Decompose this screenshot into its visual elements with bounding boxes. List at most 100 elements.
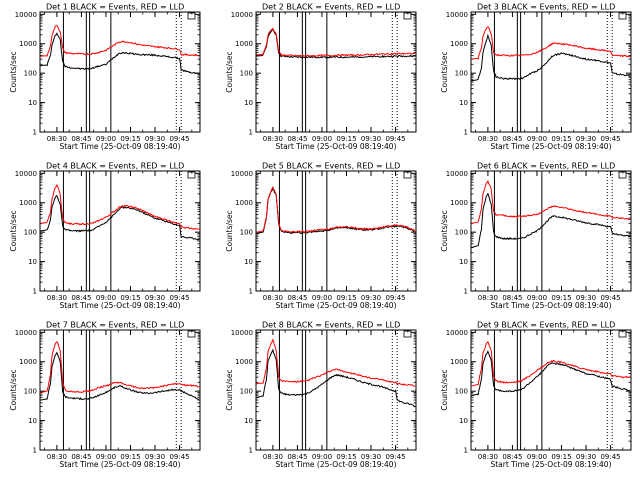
x-axis-label: Start Time (25-Oct-09 08:19:40): [59, 142, 180, 151]
y-tick-label: 10: [244, 99, 253, 107]
series-line-lld: [471, 179, 631, 224]
y-tick-label: 1: [464, 447, 468, 455]
plot-frame: [255, 170, 417, 292]
y-tick-label: 1: [33, 129, 37, 137]
y-tick-label: 1000: [450, 40, 468, 48]
panel-title: Det 7 BLACK = Events, RED = LLD: [46, 321, 184, 330]
x-tick-label: 08:45: [71, 453, 91, 461]
y-tick-label: 10: [28, 417, 37, 425]
x-tick-label: 09:15: [120, 294, 140, 302]
y-tick-label: 1: [249, 129, 253, 137]
x-axis-label: Start Time (25-Oct-09 08:19:40): [490, 142, 611, 151]
x-tick-label: 08:45: [71, 294, 91, 302]
panel-det-5: Det 5 BLACK = Events, RED = LLD 1 10 100 100…: [225, 162, 417, 310]
y-tick-label: 1000: [450, 199, 468, 207]
x-tick-label: 09:00: [96, 453, 116, 461]
x-tick-label: 09:30: [361, 294, 381, 302]
x-tick-label: 09:00: [312, 135, 332, 143]
y-tick-label: 10: [459, 417, 468, 425]
x-tick-label: 08:30: [47, 135, 67, 143]
series-line-lld: [40, 341, 200, 393]
y-tick-label: 10000: [231, 329, 253, 337]
x-tick-label: 08:45: [502, 294, 522, 302]
plot-frame: [39, 170, 201, 292]
y-tick-label: 1: [464, 288, 468, 296]
x-axis-label: Start Time (25-Oct-09 08:19:40): [275, 301, 396, 310]
x-tick-label: 09:15: [120, 135, 140, 143]
y-tick-label: 1000: [19, 358, 37, 366]
x-tick-label: 09:15: [551, 135, 571, 143]
x-tick-label: 09:45: [385, 135, 405, 143]
panel-det-9: Det 9 BLACK = Events, RED = LLD 1 10 100 100…: [440, 321, 632, 469]
y-tick-label: 10000: [231, 11, 253, 19]
series-line-lld: [40, 183, 200, 231]
y-tick-label: 1000: [235, 199, 253, 207]
x-tick-label: 09:00: [527, 294, 547, 302]
x-tick-label: 09:30: [576, 453, 596, 461]
x-tick-label: 09:00: [527, 135, 547, 143]
panel-title: Det 9 BLACK = Events, RED = LLD: [477, 321, 615, 330]
y-tick-label: 10000: [231, 170, 253, 178]
series-line-events: [256, 348, 416, 408]
x-tick-label: 08:30: [263, 294, 283, 302]
y-tick-label: 10000: [446, 11, 468, 19]
x-tick-label: 08:30: [47, 294, 67, 302]
y-axis-label: Counts/sec: [440, 369, 449, 410]
series-line-lld: [471, 26, 631, 60]
y-tick-label: 10: [244, 258, 253, 266]
y-tick-label: 1: [464, 129, 468, 137]
y-axis-label: Counts/sec: [440, 51, 449, 92]
y-tick-label: 10000: [15, 170, 37, 178]
panel-det-4: Det 4 BLACK = Events, RED = LLD 1 10 100 100…: [9, 162, 201, 310]
y-tick-label: 1000: [450, 358, 468, 366]
y-tick-label: 1000: [235, 358, 253, 366]
y-axis-label: Counts/sec: [225, 51, 234, 92]
series-line-lld: [256, 27, 416, 58]
y-tick-label: 100: [455, 388, 468, 396]
x-tick-label: 09:30: [145, 453, 165, 461]
panel-title: Det 3 BLACK = Events, RED = LLD: [477, 3, 615, 12]
panel-det-2: Det 2 BLACK = Events, RED = LLD 1 10 100 100…: [225, 3, 417, 151]
y-tick-label: 100: [240, 388, 253, 396]
x-tick-label: 08:30: [263, 135, 283, 143]
y-tick-label: 10000: [446, 329, 468, 337]
y-tick-label: 1000: [19, 40, 37, 48]
series-line-events: [471, 350, 631, 397]
x-tick-label: 09:00: [96, 135, 116, 143]
x-tick-label: 09:15: [336, 453, 356, 461]
x-tick-label: 09:30: [361, 453, 381, 461]
x-tick-label: 09:00: [527, 453, 547, 461]
y-tick-label: 10: [459, 258, 468, 266]
x-tick-label: 08:30: [263, 453, 283, 461]
series-line-events: [40, 32, 200, 75]
y-axis-label: Counts/sec: [9, 369, 18, 410]
x-tick-label: 09:30: [576, 135, 596, 143]
y-tick-label: 1: [33, 288, 37, 296]
y-tick-label: 100: [240, 229, 253, 237]
y-tick-label: 100: [24, 229, 37, 237]
panel-det-7: Det 7 BLACK = Events, RED = LLD 1 10 100 100…: [9, 321, 201, 469]
y-tick-label: 10: [28, 258, 37, 266]
y-tick-label: 10000: [15, 329, 37, 337]
x-axis-label: Start Time (25-Oct-09 08:19:40): [59, 301, 180, 310]
series-line-events: [471, 33, 631, 82]
x-axis-label: Start Time (25-Oct-09 08:19:40): [275, 142, 396, 151]
x-axis-label: Start Time (25-Oct-09 08:19:40): [490, 460, 611, 469]
x-tick-label: 09:45: [600, 135, 620, 143]
y-tick-label: 10: [459, 99, 468, 107]
x-tick-label: 09:45: [600, 453, 620, 461]
x-axis-label: Start Time (25-Oct-09 08:19:40): [490, 301, 611, 310]
plot-frame: [255, 11, 417, 133]
x-tick-label: 09:30: [145, 294, 165, 302]
panel-title: Det 5 BLACK = Events, RED = LLD: [262, 162, 400, 171]
y-tick-label: 10000: [446, 170, 468, 178]
x-tick-label: 09:45: [169, 135, 189, 143]
x-tick-label: 08:45: [287, 294, 307, 302]
y-tick-label: 100: [24, 70, 37, 78]
x-axis-label: Start Time (25-Oct-09 08:19:40): [59, 460, 180, 469]
x-axis-label: Start Time (25-Oct-09 08:19:40): [275, 460, 396, 469]
series-line-events: [40, 194, 200, 241]
y-tick-label: 100: [24, 388, 37, 396]
x-tick-label: 09:15: [120, 453, 140, 461]
